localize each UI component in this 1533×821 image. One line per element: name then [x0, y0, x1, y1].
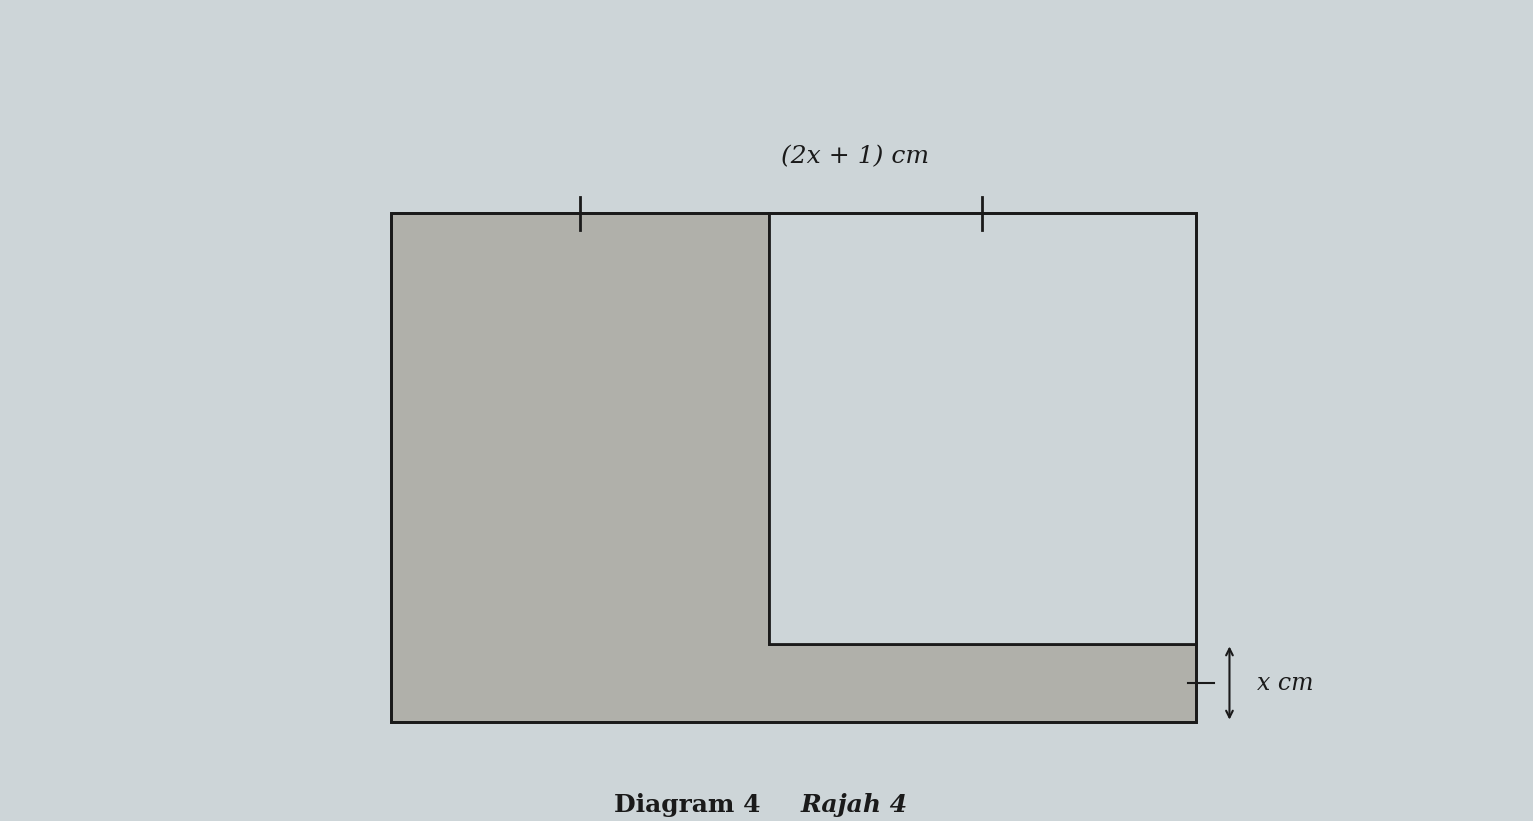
Polygon shape: [391, 213, 1196, 722]
Bar: [770, 213, 1196, 644]
Text: Diagram 4: Diagram 4: [615, 792, 779, 817]
Text: Rajah 4: Rajah 4: [800, 792, 908, 817]
Text: x cm: x cm: [1257, 672, 1314, 695]
Bar: [391, 213, 1196, 722]
Text: (2x + 1) cm: (2x + 1) cm: [780, 145, 929, 168]
